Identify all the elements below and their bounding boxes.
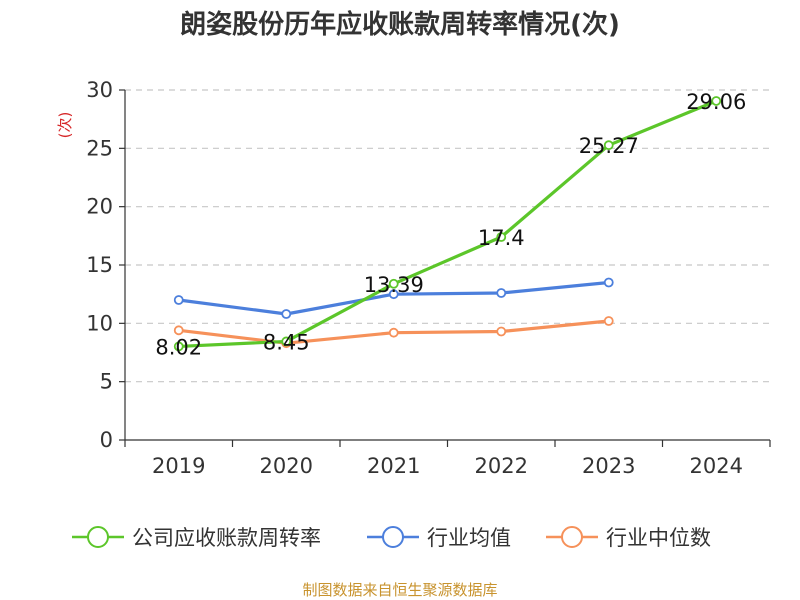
legend-marker <box>87 526 109 548</box>
x-tick-label: 2024 <box>690 454 743 478</box>
series-0 <box>173 96 722 352</box>
x-tick-label: 2020 <box>260 454 313 478</box>
x-tick-label: 2022 <box>475 454 528 478</box>
legend-label: 公司应收账款周转率 <box>132 526 321 550</box>
legend-item-2: 行业中位数 <box>546 526 711 550</box>
data-point <box>173 295 184 305</box>
x-tick-label: 2019 <box>152 454 205 478</box>
data-label: 29.06 <box>686 90 746 114</box>
gridlines <box>125 89 770 383</box>
legend: 公司应收账款周转率 行业均值 行业中位数 <box>72 526 711 550</box>
data-point <box>496 232 507 242</box>
x-tick-label: 2021 <box>367 454 420 478</box>
y-tick-label: 20 <box>86 195 113 219</box>
x-tick-label: 2023 <box>582 454 635 478</box>
data-point <box>388 278 399 289</box>
data-point <box>496 326 507 337</box>
legend-item-0: 公司应收账款周转率 <box>72 526 321 550</box>
data-label: 13.39 <box>364 273 424 297</box>
data-point <box>711 96 722 106</box>
y-tick-label: 10 <box>86 311 113 335</box>
y-tick-label: 15 <box>86 253 113 277</box>
legend-marker <box>382 526 404 548</box>
legend-marker <box>561 526 583 548</box>
data-point <box>603 316 614 326</box>
series-line <box>177 99 718 349</box>
data-label: 25.27 <box>579 134 639 158</box>
data-point <box>281 336 292 347</box>
y-tick-label: 30 <box>86 78 113 102</box>
series-layer <box>173 96 722 352</box>
data-point <box>173 341 184 352</box>
legend-item-1: 行业均值 <box>367 526 511 550</box>
legend-label: 行业均值 <box>427 526 511 550</box>
data-point <box>603 140 614 151</box>
y-tick-label: 5 <box>100 370 113 394</box>
y-tick-label: 25 <box>86 136 113 160</box>
data-point <box>388 289 399 300</box>
data-point <box>496 288 507 298</box>
series-1 <box>173 277 614 319</box>
data-label: 8.02 <box>155 335 202 359</box>
data-point <box>173 325 184 336</box>
data-labels: 8.02 8.45 13.39 17.4 25.27 29.06 <box>155 90 746 359</box>
chart-title: 朗姿股份历年应收账款周转率情况(次) <box>180 9 620 40</box>
axes: 0 5 10 15 20 25 30 2019 2020 2021 2022 2023 2024 <box>86 78 771 478</box>
data-point <box>281 309 292 319</box>
y-axis-label: (次) <box>56 112 74 139</box>
source-note: 制图数据来自恒生聚源数据库 <box>302 581 497 599</box>
data-point <box>388 327 399 338</box>
data-label: 8.45 <box>263 330 310 354</box>
legend-label: 行业中位数 <box>606 526 711 550</box>
data-point <box>603 277 614 288</box>
y-tick-label: 0 <box>100 428 113 452</box>
data-label: 17.4 <box>478 226 525 250</box>
